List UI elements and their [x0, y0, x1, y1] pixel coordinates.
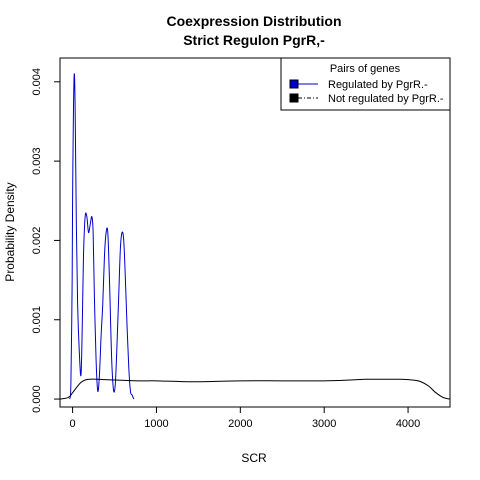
y-tick-label: 0.003 — [31, 147, 43, 175]
legend-title: Pairs of genes — [330, 63, 401, 75]
x-tick-label: 2000 — [228, 418, 252, 430]
plot-frame — [59, 57, 451, 408]
y-axis: 0.000 0.001 0.002 0.003 0.004 — [31, 68, 60, 413]
legend-swatch-regulated — [289, 79, 299, 89]
x-axis: 0 1000 2000 3000 4000 — [70, 407, 420, 430]
x-tick-label: 1000 — [144, 418, 168, 430]
y-tick-label: 0.004 — [31, 68, 43, 96]
y-axis-label: Probability Density — [3, 182, 17, 281]
x-axis-label: SCR — [241, 451, 267, 465]
x-tick-label: 0 — [70, 418, 76, 430]
y-tick-label: 0.002 — [31, 227, 43, 255]
series-layer — [59, 73, 451, 400]
series-not-regulated-line — [59, 378, 451, 400]
legend-entry-not-regulated: Not regulated by PgrR.- — [328, 93, 444, 105]
chart-subtitle: Strict Regulon PgrR,- — [183, 32, 325, 48]
x-tick-label: 3000 — [312, 418, 336, 430]
series-regulated-line — [69, 73, 135, 400]
legend-entry-regulated: Regulated by PgrR.- — [328, 79, 428, 91]
y-tick-label: 0.001 — [31, 306, 43, 334]
y-tick-label: 0.000 — [31, 385, 43, 413]
legend-swatch-not-regulated — [289, 93, 299, 103]
legend: Pairs of genes Regulated by PgrR.- Not r… — [280, 57, 451, 111]
x-tick-label: 4000 — [396, 418, 420, 430]
chart-title: Coexpression Distribution — [166, 13, 341, 29]
